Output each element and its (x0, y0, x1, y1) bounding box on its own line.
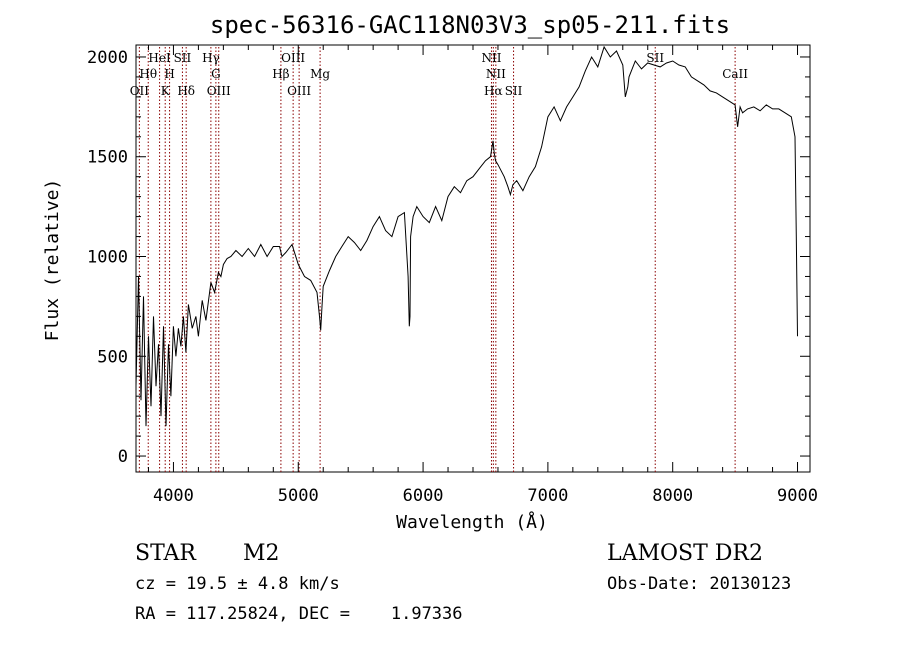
y-tick-label: 0 (118, 447, 128, 467)
x-tick-label: 7000 (527, 486, 568, 506)
y-tick-label: 1000 (87, 248, 128, 268)
plot-frame (135, 44, 811, 473)
line-label-17: SII (505, 84, 523, 98)
line-label-3: K (161, 84, 171, 98)
line-label-19: CaII (722, 67, 748, 81)
line-label-8: G (211, 67, 221, 81)
spectral-line-markers (138, 47, 736, 472)
y-tick-label: 500 (97, 347, 128, 367)
survey-name: LAMOST DR2 (607, 541, 763, 566)
line-label-12: OIII (287, 84, 311, 98)
line-label-5: SII (174, 51, 192, 65)
line-label-4: H (164, 67, 174, 81)
line-label-1: Hθ (139, 67, 157, 81)
y-axis-ticks: 0 500 1000 1500 2000 (87, 48, 810, 467)
y-axis-title: Flux (relative) (42, 179, 63, 342)
x-tick-label: 5000 (278, 486, 319, 506)
y-tick-label: 2000 (87, 48, 128, 68)
y-tick-label: 1500 (87, 148, 128, 168)
line-label-11: OIII (281, 51, 305, 65)
object-subclass: M2 (243, 541, 280, 566)
x-tick-label: 4000 (153, 486, 194, 506)
line-label-16: NII (486, 67, 506, 81)
line-label-13: Mg (310, 67, 330, 81)
line-label-14: NII (481, 51, 501, 65)
object-class: STAR (135, 541, 196, 566)
line-label-18: SII (646, 51, 664, 65)
chart-title: spec-56316-GAC118N03V3_sp05-211.fits (210, 11, 730, 39)
x-axis-title: Wavelength (Å) (396, 511, 548, 533)
coordinates: RA = 117.25824, DEC = 1.97336 (135, 604, 463, 624)
line-label-15: Hα (484, 84, 503, 98)
line-label-10: Hβ (272, 67, 289, 81)
x-tick-label: 8000 (652, 486, 693, 506)
x-tick-label: 9000 (777, 486, 818, 506)
observation-date: Obs-Date: 20130123 (607, 574, 792, 594)
spectrum-line (135, 45, 798, 427)
line-label-7: Hγ (202, 51, 220, 65)
line-label-0: OII (130, 84, 150, 98)
spectral-line-labels: OIIHθHeIKHSIIHδHγGOIIIHβOIIIOIIIMgNIIHαN… (130, 51, 749, 98)
line-label-2: HeI (148, 51, 171, 65)
redshift-value: cz = 19.5 ± 4.8 km/s (135, 574, 340, 594)
line-label-6: Hδ (177, 84, 195, 98)
line-label-9: OIII (207, 84, 231, 98)
x-tick-label: 6000 (403, 486, 444, 506)
x-axis-ticks: 4000 5000 6000 7000 8000 9000 (147, 45, 818, 506)
